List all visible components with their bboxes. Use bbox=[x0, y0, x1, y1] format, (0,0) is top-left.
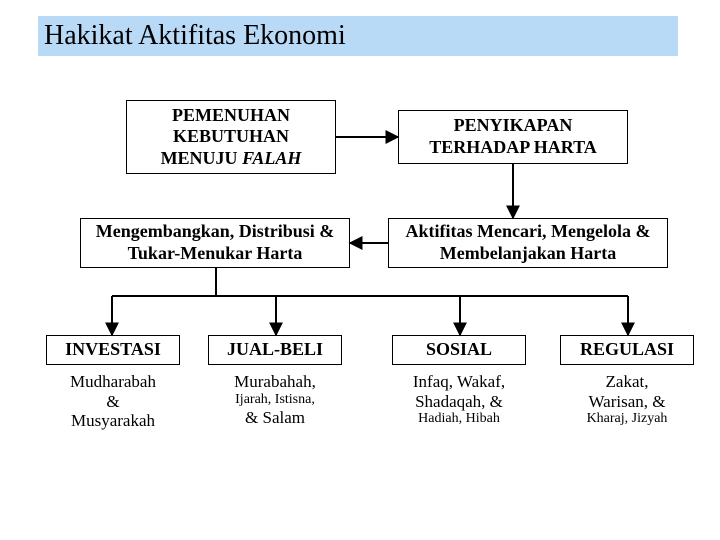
node-line: MENUJU FALAH bbox=[161, 148, 302, 170]
node-line: TERHADAP HARTA bbox=[429, 137, 597, 159]
sub-sosial: Infaq, Wakaf,Shadaqah, &Hadiah, Hibah bbox=[384, 372, 534, 427]
node-label: INVESTASI bbox=[65, 339, 161, 361]
node-mengembangkan: Mengembangkan, Distribusi & Tukar-Menuka… bbox=[80, 218, 350, 268]
node-text-italic: FALAH bbox=[242, 148, 301, 168]
node-label: REGULASI bbox=[580, 339, 674, 361]
sub-line: Shadaqah, & bbox=[384, 392, 534, 412]
sub-investasi: Mudharabah&Musyarakah bbox=[38, 372, 188, 431]
node-line: KEBUTUHAN bbox=[173, 126, 289, 148]
page-title: Hakikat Aktifitas Ekonomi bbox=[44, 20, 346, 52]
node-sosial: SOSIAL bbox=[392, 335, 526, 365]
node-line: Tukar-Menukar Harta bbox=[128, 243, 303, 265]
sub-line: Ijarah, Istisna, bbox=[200, 392, 350, 408]
sub-line: Mudharabah bbox=[38, 372, 188, 392]
sub-line: & Salam bbox=[200, 408, 350, 428]
node-line: Aktifitas Mencari, Mengelola & bbox=[406, 221, 651, 243]
title-bar: Hakikat Aktifitas Ekonomi bbox=[38, 16, 678, 56]
sub-line: & bbox=[38, 392, 188, 412]
sub-line: Warisan, & bbox=[552, 392, 702, 412]
node-line: PENYIKAPAN bbox=[454, 115, 573, 137]
node-text: MENUJU bbox=[161, 148, 243, 168]
node-label: SOSIAL bbox=[426, 339, 492, 361]
node-label: JUAL-BELI bbox=[227, 339, 323, 361]
node-jualbeli: JUAL-BELI bbox=[208, 335, 342, 365]
node-penyikapan: PENYIKAPAN TERHADAP HARTA bbox=[398, 110, 628, 164]
node-line: Mengembangkan, Distribusi & bbox=[96, 221, 335, 243]
node-line: Membelanjakan Harta bbox=[440, 243, 616, 265]
sub-line: Murabahah, bbox=[200, 372, 350, 392]
sub-line: Zakat, bbox=[552, 372, 702, 392]
node-line: PEMENUHAN bbox=[172, 105, 290, 127]
node-aktifitas: Aktifitas Mencari, Mengelola & Membelanj… bbox=[388, 218, 668, 268]
node-regulasi: REGULASI bbox=[560, 335, 694, 365]
sub-regulasi: Zakat,Warisan, &Kharaj, Jizyah bbox=[552, 372, 702, 427]
edges-overlay bbox=[0, 0, 720, 540]
sub-line: Musyarakah bbox=[38, 411, 188, 431]
node-investasi: INVESTASI bbox=[46, 335, 180, 365]
sub-line: Hadiah, Hibah bbox=[384, 411, 534, 427]
node-pemenuhan: PEMENUHAN KEBUTUHAN MENUJU FALAH bbox=[126, 100, 336, 174]
sub-line: Kharaj, Jizyah bbox=[552, 411, 702, 427]
sub-jualbeli: Murabahah,Ijarah, Istisna,& Salam bbox=[200, 372, 350, 427]
sub-line: Infaq, Wakaf, bbox=[384, 372, 534, 392]
